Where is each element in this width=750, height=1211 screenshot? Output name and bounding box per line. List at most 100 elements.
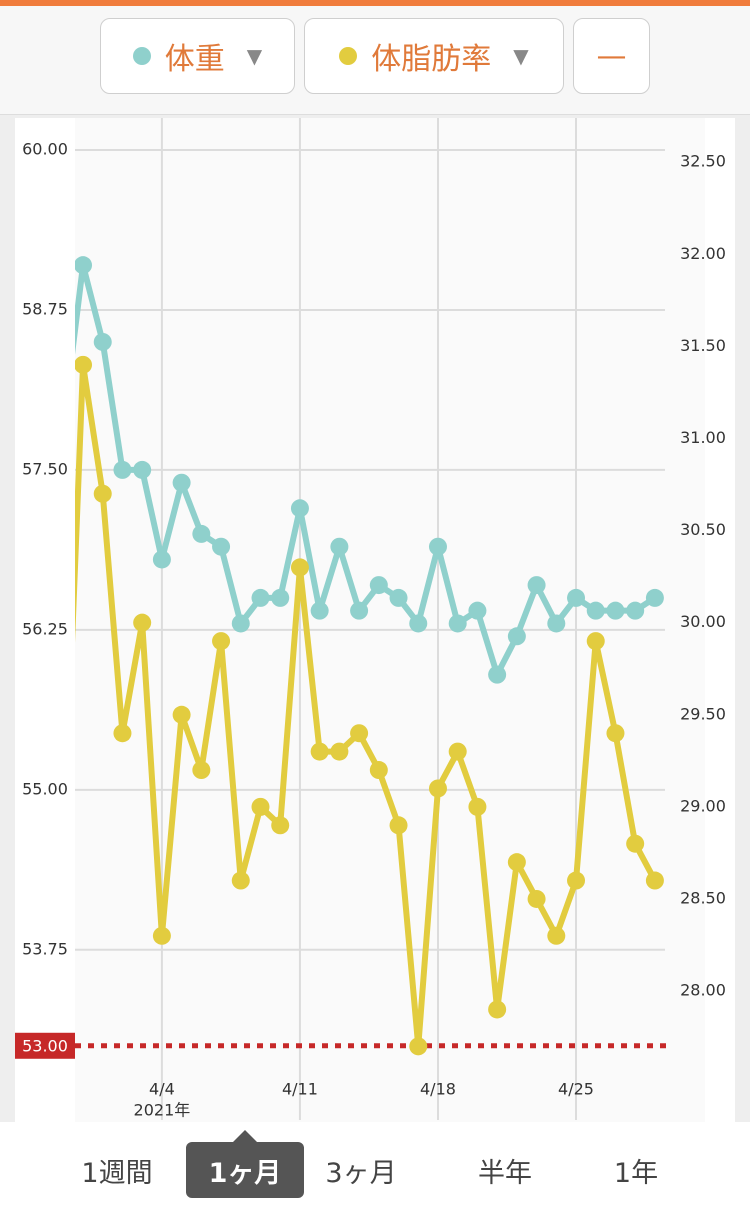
data-point (468, 601, 487, 620)
data-point (488, 1000, 507, 1019)
y2-tick-label: 30.50 (680, 520, 726, 539)
y2-tick-label: 28.00 (680, 981, 726, 1000)
data-point (409, 614, 428, 633)
header: 体重 ▼ 体脂肪率 ▼ — (0, 6, 750, 115)
period-tabs: 1週間 1ヶ月 3ヶ月 半年 1年 (0, 1122, 750, 1211)
data-point (409, 1037, 428, 1056)
y2-tick-label: 29.50 (680, 704, 726, 723)
data-point (172, 705, 191, 724)
data-point (586, 632, 605, 651)
y-tick-label: 60.00 (22, 139, 68, 158)
y2-tick-label: 30.00 (680, 612, 726, 631)
dropdown-caret: ▼ (246, 44, 263, 68)
data-point (231, 614, 250, 633)
data-point (488, 665, 507, 684)
grid (75, 118, 672, 1120)
data-point (93, 332, 112, 351)
data-point (547, 926, 566, 945)
data-point (231, 871, 250, 890)
legend-label: 体重 (164, 42, 225, 77)
period-tab[interactable]: 1週間 (81, 1157, 153, 1189)
period-tab[interactable]: 1年 (613, 1157, 659, 1189)
dropdown-caret: ▼ (513, 44, 529, 68)
data-point (290, 499, 309, 518)
y-tick-label: 53.75 (22, 939, 68, 958)
data-point (330, 537, 349, 556)
data-point (212, 632, 231, 651)
plot-area (75, 118, 705, 1122)
y2-tick-label: 32.50 (680, 152, 726, 171)
data-point (133, 460, 152, 479)
data-point (389, 816, 408, 835)
data-point (567, 588, 586, 607)
data-point (428, 779, 447, 798)
data-point (468, 797, 487, 816)
legend-dot (132, 47, 151, 65)
data-point (75, 355, 93, 374)
data-point (606, 724, 625, 743)
data-point (172, 473, 191, 492)
data-point (251, 797, 270, 816)
data-point (645, 588, 664, 607)
data-point (428, 537, 447, 556)
reference-label-box (15, 1032, 75, 1059)
data-point (152, 550, 171, 569)
data-point (626, 834, 645, 853)
period-tab[interactable]: 1ヶ月 (186, 1130, 304, 1198)
y2-tick-label: 28.50 (680, 888, 726, 907)
series-selector[interactable]: 体脂肪率 ▼ (304, 18, 564, 94)
data-point (645, 871, 664, 890)
data-point (527, 889, 546, 908)
extra-button[interactable]: — (573, 18, 650, 94)
data-point (192, 524, 211, 543)
data-point (113, 460, 132, 479)
data-point (547, 614, 566, 633)
data-point (133, 613, 152, 632)
data-point (369, 761, 388, 780)
y-tick-label: 58.75 (22, 299, 68, 318)
data-point (271, 816, 290, 835)
data-point (448, 742, 467, 761)
x-tick-label: 4/11 (282, 1080, 318, 1099)
data-point (290, 558, 309, 577)
axis-labels: 60.00 58.75 57.50 56.25 55.00 53.75 32.50 32.00… (15, 139, 726, 1120)
y-tick-label: 57.50 (22, 459, 68, 478)
legend-label: 体脂肪率 (371, 42, 492, 77)
data-point (251, 588, 270, 607)
x-tick-label: 4/18 (420, 1080, 456, 1099)
data-point (626, 601, 645, 620)
data-point (507, 627, 526, 646)
data-point (369, 576, 388, 595)
data-point (606, 601, 625, 620)
data-point (271, 588, 290, 607)
data-point (93, 484, 112, 503)
data-point (75, 256, 93, 275)
data-point (586, 601, 605, 620)
data-point (212, 537, 231, 556)
y2-tick-label: 31.50 (680, 336, 726, 355)
y2-tick-label: 32.00 (680, 244, 726, 263)
data-point (507, 853, 526, 872)
data-point (330, 742, 349, 761)
x-tick-label: 4/4 (149, 1080, 175, 1099)
data-point (350, 724, 369, 743)
series-selector[interactable]: 体重 ▼ (100, 18, 295, 94)
data-point (310, 742, 329, 761)
period-tab[interactable]: 半年 (478, 1157, 532, 1189)
data-point (389, 588, 408, 607)
data-point (567, 871, 586, 890)
period-tab[interactable]: 3ヶ月 (325, 1157, 397, 1189)
top-stripe (0, 0, 750, 6)
y-tick-label: 55.00 (22, 779, 68, 798)
x-tick-label: 4/25 (558, 1080, 594, 1099)
data-point (113, 724, 132, 743)
y2-tick-label: 31.00 (680, 428, 726, 447)
data-point (310, 601, 329, 620)
extra-button-label: — (596, 38, 627, 74)
data-point (152, 926, 171, 945)
reference-label: 53.00 (22, 1036, 68, 1055)
data-point (350, 601, 369, 620)
y2-tick-label: 29.00 (680, 796, 726, 815)
data-point (527, 576, 546, 595)
